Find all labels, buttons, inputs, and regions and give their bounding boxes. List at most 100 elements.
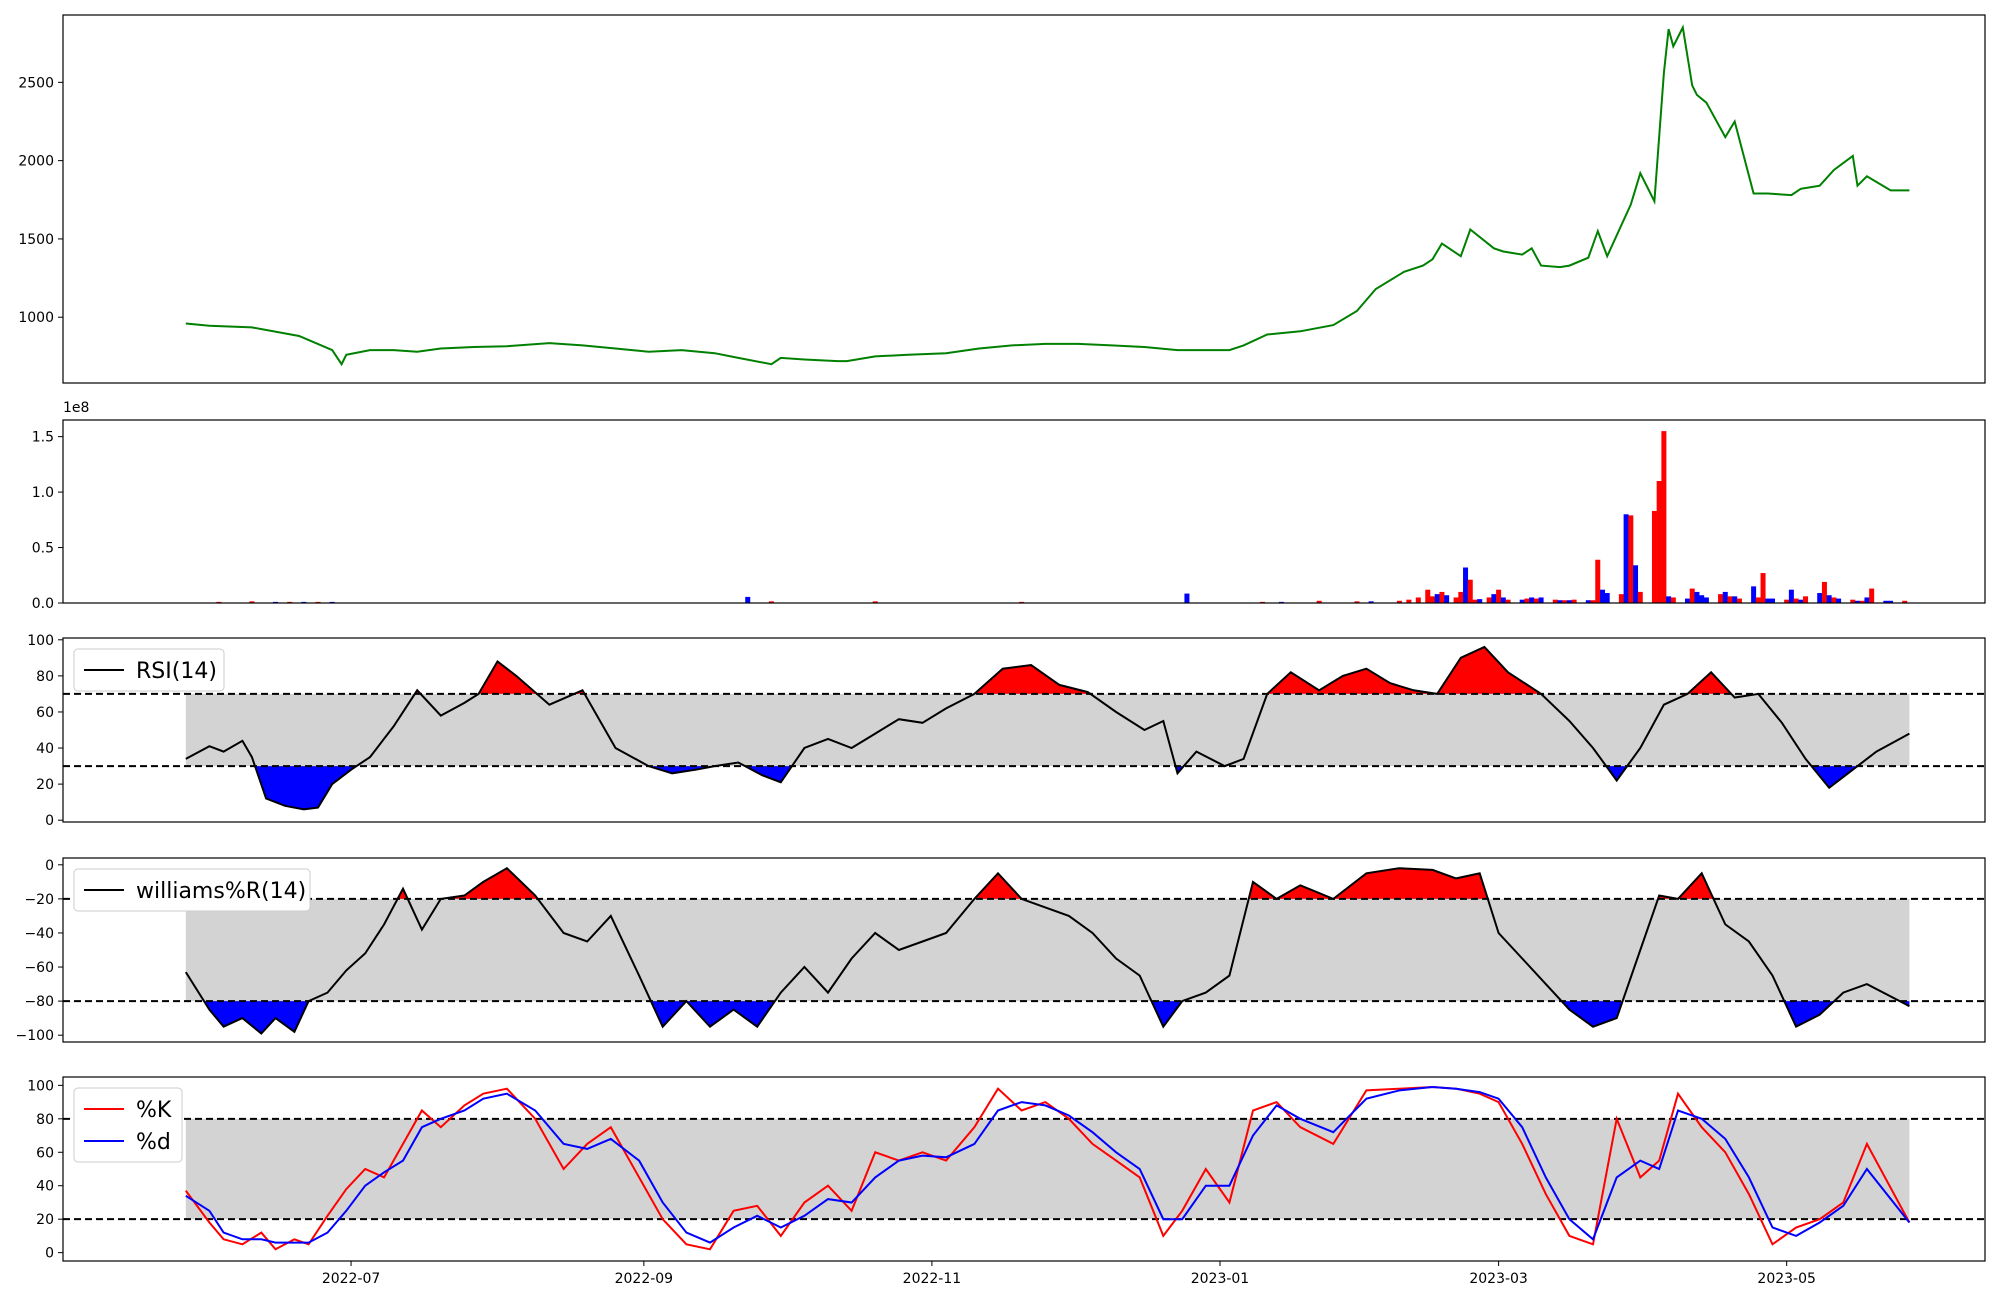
x-tick-label: 2022-09 — [615, 1271, 674, 1287]
volume-bar — [1444, 595, 1450, 603]
volume-bar — [1529, 597, 1535, 603]
volume-bar — [1633, 565, 1639, 603]
y-tick-label: 60 — [36, 1145, 54, 1161]
axis-frame — [62, 1076, 1986, 1262]
volume-bar — [1784, 599, 1790, 603]
y-tick-label: 80 — [36, 1112, 54, 1128]
oversold-fill — [650, 1001, 775, 1027]
volume-bar — [1751, 586, 1757, 603]
legend-label: %d — [136, 1130, 171, 1155]
volume-bar — [1798, 599, 1804, 603]
series-line — [184, 1085, 1911, 1251]
x-tick-label: 2023-03 — [1469, 1271, 1528, 1287]
x-tick-label: 2023-01 — [1191, 1271, 1250, 1287]
volume-bar — [1463, 567, 1469, 603]
volume-bar — [1566, 600, 1572, 603]
volume-bar — [1595, 559, 1601, 603]
neutral-band — [185, 693, 1910, 767]
volume-bar — [872, 601, 878, 603]
volume-bar — [1496, 589, 1502, 603]
axis-frame — [62, 637, 1986, 823]
volume-bar — [1694, 591, 1700, 603]
volume-bar — [1628, 515, 1634, 603]
volume-bar — [1689, 588, 1695, 603]
y-tick-label: −60 — [24, 960, 54, 976]
volume-bar — [1415, 597, 1421, 603]
series-line — [185, 1085, 1911, 1244]
y-tick-label: 1.5 — [32, 430, 54, 446]
volume-bar — [1458, 591, 1464, 603]
volume-bar — [745, 596, 751, 603]
volume-bar — [1472, 599, 1478, 603]
volume-bar — [1651, 510, 1657, 603]
y-tick-label: 60 — [36, 705, 54, 721]
volume-bar — [1869, 588, 1875, 603]
legend-box — [73, 868, 311, 912]
y-tick-label: 2500 — [18, 75, 54, 91]
y-tick-label: 80 — [36, 669, 54, 685]
y-tick-label: −100 — [16, 1028, 54, 1044]
axis-frame — [62, 14, 1986, 384]
volume-bar — [1656, 481, 1662, 603]
neutral-band — [185, 1118, 1910, 1220]
y-tick-label: 40 — [36, 741, 54, 757]
y-tick-label: 20 — [36, 777, 54, 793]
y-tick-label: −40 — [24, 926, 54, 942]
axis-frame — [62, 419, 1986, 604]
volume-bar — [1755, 597, 1761, 603]
overbought-fill — [1248, 868, 1488, 899]
volume-bar — [1684, 598, 1690, 603]
volume-bar — [1486, 597, 1492, 603]
oversold-fill — [1811, 766, 1858, 788]
overbought-fill — [974, 873, 1022, 899]
volume-bar — [1760, 573, 1766, 603]
y-tick-label: 0.5 — [32, 541, 54, 557]
volume-bar — [1803, 596, 1809, 603]
volume-bar — [1836, 598, 1842, 603]
rsi-panel: 0 20 40 60 80 100 RSI(14) — [27, 633, 1986, 829]
oversold-fill — [1784, 1001, 1835, 1027]
oversold-fill — [1606, 766, 1628, 781]
volume-bar — [1699, 595, 1705, 603]
volume-bar — [1439, 591, 1445, 603]
volume-bar — [1831, 597, 1837, 603]
volume-offset-label: 1e8 — [63, 400, 89, 416]
price-panel: 1000 1500 2000 2500 — [18, 14, 1986, 384]
volume-bar — [1618, 594, 1624, 603]
legend-label: %K — [136, 1098, 172, 1123]
y-tick-label: 0.0 — [32, 596, 54, 612]
volume-bar — [1396, 600, 1402, 603]
y-tick-label: 0 — [45, 858, 54, 874]
volume-bar — [1821, 581, 1827, 603]
volume-bar — [768, 601, 774, 603]
volume-bar — [1703, 597, 1709, 603]
volume-bar — [1519, 599, 1525, 603]
y-tick-label: 100 — [27, 633, 54, 649]
volume-bar — [1722, 591, 1728, 603]
y-tick-label: 0 — [45, 813, 54, 829]
oversold-fill — [648, 766, 715, 774]
volume-bar — [1864, 597, 1870, 603]
volume-bar — [1368, 601, 1374, 603]
oversold-fill — [254, 766, 357, 810]
volume-bar — [1793, 598, 1799, 603]
volume-bar — [1736, 598, 1742, 603]
y-tick-label: −20 — [24, 892, 54, 908]
y-tick-label: 1.0 — [32, 485, 54, 501]
y-tick-label: 20 — [36, 1212, 54, 1228]
volume-bar — [1902, 600, 1908, 603]
volume-bar — [1500, 597, 1506, 603]
volume-bar — [1637, 591, 1643, 603]
overbought-fill — [1687, 672, 1732, 694]
volume-bar — [1666, 596, 1672, 603]
y-tick-label: 1000 — [18, 310, 54, 326]
volume-bar — [1765, 598, 1771, 603]
volume-bar — [1538, 597, 1544, 603]
axis-frame — [62, 857, 1986, 1043]
volume-bar — [1453, 597, 1459, 603]
volume-bar — [1883, 600, 1889, 603]
volume-bar — [1429, 596, 1435, 603]
volume-bar — [1571, 599, 1577, 603]
overbought-fill — [1267, 647, 1542, 694]
